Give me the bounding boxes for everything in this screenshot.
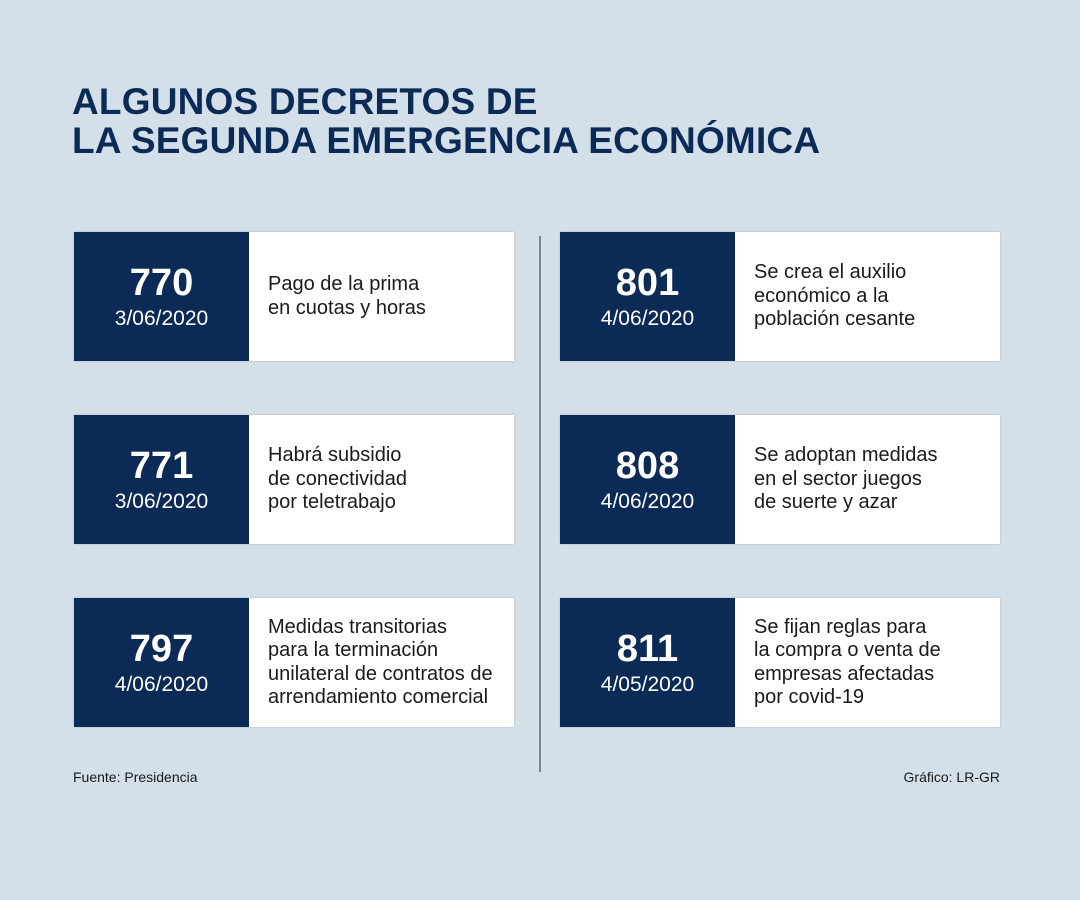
decree-description: Se crea el auxilio económico a la poblac… bbox=[754, 261, 916, 331]
decree-date: 3/06/2020 bbox=[114, 489, 209, 513]
decree-number: 811 bbox=[616, 627, 679, 670]
decree-card-808: 808 4/06/2020 Se adoptan medidas en el s… bbox=[560, 415, 1000, 544]
decree-number-box: 771 3/06/2020 bbox=[74, 415, 249, 544]
decree-card-770: 770 3/06/2020 Pago de la prima en cuotas… bbox=[74, 232, 514, 361]
decree-description: Se adoptan medidas en el sector juegos d… bbox=[754, 444, 938, 514]
decree-card-771: 771 3/06/2020 Habrá subsidio de conectiv… bbox=[74, 415, 514, 544]
decree-number: 771 bbox=[129, 444, 194, 487]
decree-number: 808 bbox=[615, 444, 680, 487]
decree-card-797: 797 4/06/2020 Medidas transitorias para … bbox=[74, 598, 514, 727]
decree-description: Se fijan reglas para la compra o venta d… bbox=[754, 615, 941, 709]
graphic-credit: Gráfico: LR-GR bbox=[903, 769, 1000, 785]
decree-number: 797 bbox=[129, 627, 194, 670]
page-title: ALGUNOS DECRETOS DE LA SEGUNDA EMERGENCI… bbox=[72, 82, 820, 160]
title-line-1: ALGUNOS DECRETOS DE bbox=[72, 81, 538, 122]
decree-description: Pago de la prima en cuotas y horas bbox=[268, 273, 426, 319]
decree-number: 770 bbox=[129, 261, 194, 304]
decree-number-box: 811 4/05/2020 bbox=[560, 598, 735, 727]
column-divider bbox=[539, 236, 541, 772]
source-note: Fuente: Presidencia bbox=[73, 769, 198, 785]
decree-number: 801 bbox=[615, 261, 680, 304]
title-line-2: LA SEGUNDA EMERGENCIA ECONÓMICA bbox=[72, 120, 821, 161]
decree-number-box: 808 4/06/2020 bbox=[560, 415, 735, 544]
decree-card-811: 811 4/05/2020 Se fijan reglas para la co… bbox=[560, 598, 1000, 727]
decree-date: 4/06/2020 bbox=[114, 672, 209, 696]
decree-number-box: 797 4/06/2020 bbox=[74, 598, 249, 727]
decree-number-box: 770 3/06/2020 bbox=[74, 232, 249, 361]
decree-number-box: 801 4/06/2020 bbox=[560, 232, 735, 361]
decree-date: 3/06/2020 bbox=[114, 306, 209, 330]
decree-description: Habrá subsidio de conectividad por telet… bbox=[268, 444, 407, 514]
decree-date: 4/05/2020 bbox=[600, 672, 695, 696]
decree-date: 4/06/2020 bbox=[600, 489, 695, 513]
decree-date: 4/06/2020 bbox=[600, 306, 695, 330]
decree-description: Medidas transitorias para la terminación… bbox=[268, 615, 493, 709]
decree-card-801: 801 4/06/2020 Se crea el auxilio económi… bbox=[560, 232, 1000, 361]
